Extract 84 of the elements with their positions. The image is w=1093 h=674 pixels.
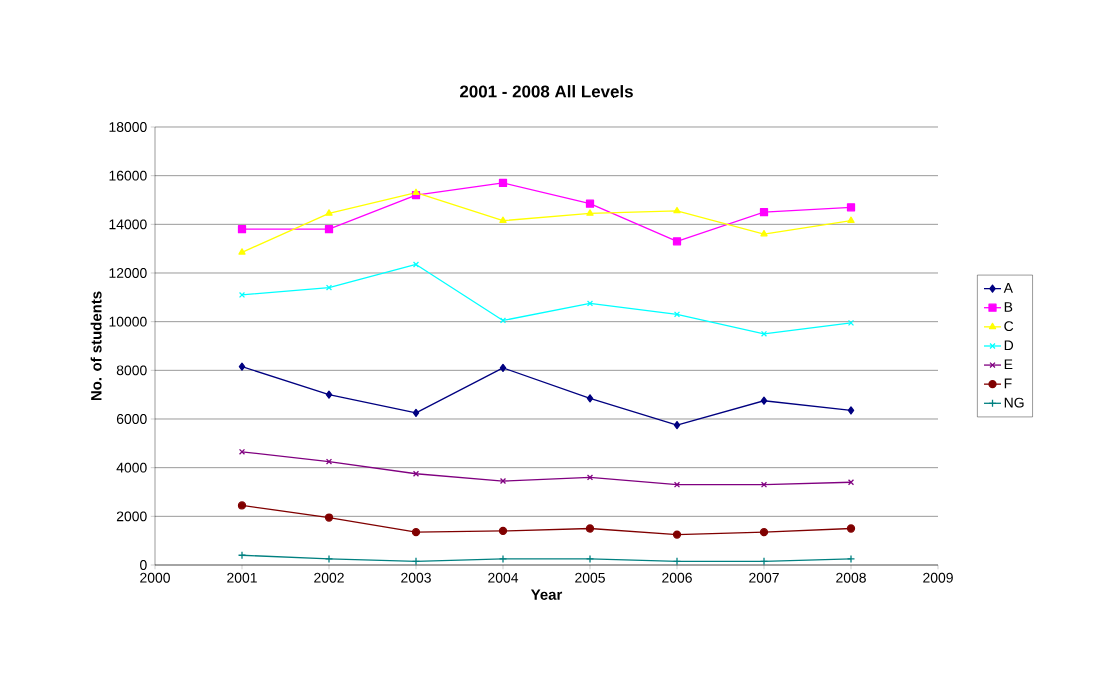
point — [585, 554, 595, 564]
point — [585, 199, 595, 208]
y-tick-label: 16000 — [109, 170, 147, 181]
x-tick-label: 2001 — [227, 572, 257, 583]
y-axis-title: No. of students — [90, 291, 102, 401]
x-tick-label: 2009 — [923, 572, 953, 583]
y-tick-label: 14000 — [109, 219, 147, 230]
point — [498, 178, 508, 188]
point — [759, 528, 769, 537]
point — [760, 330, 768, 337]
y-tick-label: 2000 — [116, 511, 147, 522]
point — [237, 501, 247, 510]
point — [411, 528, 421, 537]
legend-label: F — [1004, 378, 1012, 389]
legend-label: C — [1004, 321, 1014, 332]
x-tick-label: 2005 — [575, 572, 605, 583]
point — [325, 458, 333, 465]
point — [760, 396, 768, 405]
point — [238, 291, 246, 299]
x-tick-label: 2008 — [836, 572, 866, 583]
legend-label: B — [1004, 302, 1013, 312]
point — [847, 216, 855, 224]
point — [585, 524, 595, 533]
point — [586, 209, 594, 216]
y-tick-label: 8000 — [116, 365, 147, 376]
point — [586, 300, 594, 307]
x-tick-label: 2003 — [401, 572, 431, 583]
point — [846, 554, 856, 564]
point — [412, 470, 420, 477]
point — [237, 551, 247, 560]
legend-label: D — [1004, 340, 1014, 351]
x-axis-title: Year — [530, 589, 563, 600]
point — [672, 237, 682, 246]
y-tick-label: 0 — [140, 560, 147, 570]
point — [760, 481, 768, 488]
point — [412, 408, 420, 418]
point — [325, 390, 333, 399]
chart-title: 2001 - 2008 All Levels — [460, 85, 633, 98]
point — [673, 481, 681, 488]
point — [586, 394, 594, 403]
y-tick-label: 12000 — [109, 268, 147, 278]
point — [238, 248, 246, 255]
x-tick-label: 2000 — [140, 572, 170, 583]
point — [586, 474, 594, 481]
point — [499, 363, 507, 373]
point — [238, 448, 246, 455]
point — [324, 554, 334, 564]
x-tick-label: 2006 — [662, 572, 692, 583]
point — [847, 406, 855, 415]
y-tick-label: 4000 — [116, 462, 147, 473]
point — [847, 479, 855, 486]
point — [499, 216, 507, 224]
x-tick-label: 2004 — [488, 572, 519, 583]
legend-label: A — [1003, 283, 1013, 293]
point — [237, 225, 247, 234]
point — [412, 261, 420, 268]
point — [325, 209, 333, 216]
x-tick-label: 2007 — [749, 572, 779, 583]
point — [760, 229, 768, 237]
point — [673, 311, 681, 318]
point — [324, 225, 334, 234]
y-tick-label: 10000 — [109, 316, 147, 327]
point — [412, 188, 420, 196]
point — [846, 203, 856, 212]
point — [324, 513, 334, 522]
point — [498, 526, 508, 536]
point — [411, 557, 421, 566]
point — [672, 530, 682, 539]
point — [673, 420, 681, 430]
point — [498, 554, 508, 564]
point — [759, 208, 769, 217]
point — [238, 362, 246, 371]
point — [325, 284, 333, 291]
point — [847, 319, 855, 326]
point — [673, 206, 681, 214]
point — [672, 557, 682, 566]
y-tick-label: 6000 — [116, 414, 147, 424]
point — [759, 557, 769, 566]
point — [499, 317, 507, 324]
legend-label: NG — [1004, 397, 1024, 408]
x-tick-label: 2002 — [314, 572, 344, 583]
point — [846, 524, 856, 533]
legend-label: E — [1004, 359, 1013, 370]
y-tick-label: 18000 — [109, 122, 147, 132]
